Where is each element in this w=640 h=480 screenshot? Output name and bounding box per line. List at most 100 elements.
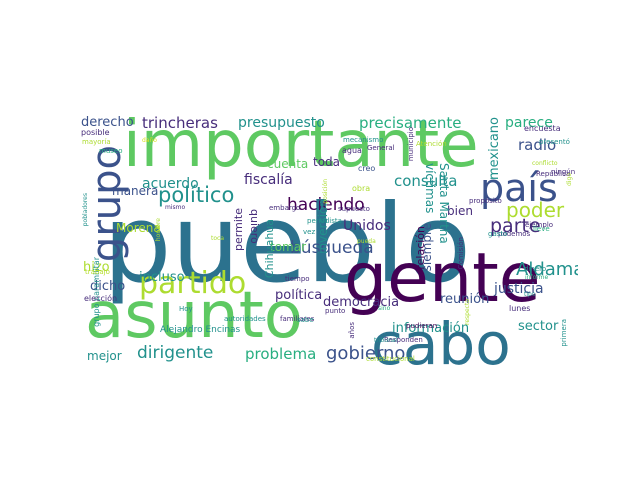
word-ejemplo: ejemplo xyxy=(525,221,554,229)
word-haciendo: haciendo xyxy=(287,195,365,215)
word-dano: daño xyxy=(142,137,157,144)
word-tribunal: tribunal xyxy=(374,337,398,344)
word-primera: primera xyxy=(560,319,568,347)
word-cabo: cabo xyxy=(371,310,511,371)
word-politica: política xyxy=(275,288,323,303)
word-constitucional: constitucional xyxy=(366,355,415,363)
word-chihuahua: Chihuahua xyxy=(263,219,276,279)
word-hoy: Hoy xyxy=(179,305,193,313)
word-trabajo: trabajo xyxy=(85,268,110,276)
word-anos: años xyxy=(348,322,356,339)
word-aldama: Aldama xyxy=(516,259,578,280)
word-posicion: posición xyxy=(322,179,329,204)
word-politico: político xyxy=(158,183,235,207)
word-gobierno: gobierno xyxy=(326,343,406,364)
word-autoridades: autoridades xyxy=(224,315,266,323)
word-mismo: mismo xyxy=(165,204,186,211)
word-unidos: Unidos xyxy=(343,218,391,234)
word-general: General xyxy=(367,144,395,152)
word-comision: Comisión xyxy=(457,237,465,270)
word-pais: país xyxy=(480,166,558,210)
word-ninguno: ningún xyxy=(551,168,576,176)
word-bien: bien xyxy=(447,204,473,218)
word-periodista: periodista xyxy=(307,217,342,225)
word-incluso: incluso xyxy=(139,270,185,285)
word-trincheras: trincheras xyxy=(142,114,218,132)
word-republica: República xyxy=(536,170,571,178)
word-permite: permite xyxy=(232,208,245,251)
word-conflicto: conflicto xyxy=(532,160,558,167)
word-problema: problema xyxy=(245,345,317,363)
word-dicho: dicho xyxy=(90,279,126,294)
word-fiscalia: fiscalía xyxy=(244,172,293,188)
word-encuesta: encuesta xyxy=(524,124,561,133)
word-lleve: lleve xyxy=(533,225,550,233)
word-sino: sino xyxy=(378,305,391,312)
word-digo: digo xyxy=(566,173,573,186)
word-quiero: quiero xyxy=(248,209,261,244)
word-justicia: justicia xyxy=(494,281,544,297)
word-sector: sector xyxy=(518,319,559,334)
word-dinero: dinero xyxy=(524,265,547,273)
word-informe: informe xyxy=(525,274,549,281)
word-cloud: pueblo importante gente asunto cabo grupo país… xyxy=(81,109,578,371)
word-parecer: respecto xyxy=(464,299,471,325)
word-morena: Morena xyxy=(116,221,161,235)
word-mecanismo: mecanismo xyxy=(343,136,384,144)
word-mayoria: mayoría xyxy=(82,138,111,146)
word-toca: toca xyxy=(211,235,224,242)
word-reunion: reunión xyxy=(440,292,490,307)
word-responden: Responden xyxy=(384,336,423,344)
word-mexicano: mexicano xyxy=(487,117,502,181)
word-inversion: inversión xyxy=(316,199,330,254)
word-familiares: familiares xyxy=(280,315,315,323)
word-importante: importante xyxy=(123,109,479,182)
word-supuesto: supuesto xyxy=(338,205,370,213)
word-victimas: víctimas xyxy=(423,163,437,214)
word-derecho: derecho xyxy=(81,115,134,130)
word-parece: parece xyxy=(505,115,553,131)
word-precisamente: precisamente xyxy=(359,114,462,132)
word-alejandro: Alejandro Encinas xyxy=(160,325,241,335)
word-relacion: relación xyxy=(414,226,427,270)
word-agua: agua xyxy=(342,146,362,155)
word-asunto: asunto xyxy=(85,279,303,353)
word-manera: manera xyxy=(112,184,159,198)
word-hizo: hizo xyxy=(83,260,110,275)
word-sabe: sabe xyxy=(297,316,314,324)
word-pueblo: pueblo xyxy=(103,182,472,307)
word-presupuesto: presupuesto xyxy=(238,115,325,131)
word-creo: creo xyxy=(358,164,376,173)
word-informacion: información xyxy=(392,321,470,336)
word-hombre: hombre xyxy=(155,218,162,242)
word-posible: posible xyxy=(81,128,110,137)
word-toda: toda xyxy=(313,155,341,169)
word-podemos: podemos xyxy=(498,230,531,238)
word-presento: presentó xyxy=(539,138,570,146)
word-museo: museo xyxy=(99,147,123,155)
word-municipio: municipio xyxy=(407,127,415,162)
word-embargo: embargo xyxy=(269,204,301,212)
word-consulta: consulta xyxy=(394,172,458,190)
word-cuenta: cuenta xyxy=(267,157,309,171)
word-pudieran: pudieran xyxy=(406,322,438,330)
word-gente: gente xyxy=(344,239,541,318)
word-radio: radio xyxy=(518,136,557,154)
word-parte: parte xyxy=(490,215,541,237)
word-atencion: Atención xyxy=(416,140,447,148)
word-mejor: mejor xyxy=(87,349,122,363)
word-dirigente: dirigente xyxy=(137,343,214,363)
word-proposito: propósito xyxy=(469,197,502,205)
word-acuerdo: acuerdo xyxy=(142,176,199,192)
word-santamartha: Santa Martha xyxy=(437,163,451,244)
word-democracia: democracia xyxy=(323,295,400,310)
word-tiempo: tiempo xyxy=(285,275,310,283)
word-puede: pueda xyxy=(357,238,376,245)
word-vez: vez xyxy=(303,228,316,236)
word-obra: obra xyxy=(352,184,371,193)
word-gasto: gasto xyxy=(488,230,508,238)
word-eleccion: elección xyxy=(84,294,118,303)
word-partido: partido xyxy=(139,266,247,301)
word-busqueda: búsqueda xyxy=(290,238,374,258)
word-tomar: tomar xyxy=(270,240,307,254)
